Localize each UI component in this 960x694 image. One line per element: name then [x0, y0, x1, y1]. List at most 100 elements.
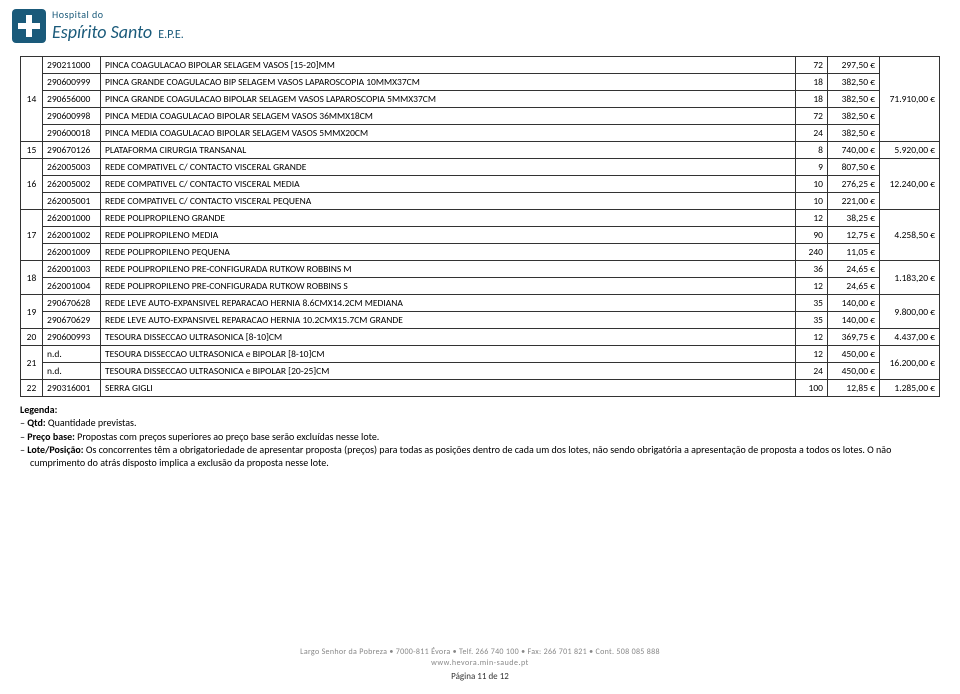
table-row: 262001002REDE POLIPROPILENO MEDIA9012,75… [21, 227, 940, 244]
qty-cell: 8 [796, 142, 828, 159]
legend-list: Qtd: Quantidade previstas.Preço base: Pr… [30, 417, 940, 469]
legend-item-text: Quantidade previstas. [46, 416, 137, 429]
code-cell: n.d. [43, 363, 101, 380]
desc-cell: REDE LEVE AUTO-EXPANSIVEL REPARACAO HERN… [101, 295, 796, 312]
table-row: 262005002REDE COMPATIVEL C/ CONTACTO VIS… [21, 176, 940, 193]
value-cell: 450,00 € [828, 363, 880, 380]
desc-cell: PLATAFORMA CIRURGIA TRANSANAL [101, 142, 796, 159]
group-cell: 14 [21, 57, 43, 142]
value-cell: 12,85 € [828, 380, 880, 397]
table-row: 290656000PINCA GRANDE COAGULACAO BIPOLAR… [21, 91, 940, 108]
table-row: 17262001000REDE POLIPROPILENO GRANDE1238… [21, 210, 940, 227]
code-cell: 290600993 [43, 329, 101, 346]
value-cell: 382,50 € [828, 74, 880, 91]
desc-cell: PINCA GRANDE COAGULACAO BIP SELAGEM VASO… [101, 74, 796, 91]
value-cell: 38,25 € [828, 210, 880, 227]
qty-cell: 18 [796, 91, 828, 108]
code-cell: 290316001 [43, 380, 101, 397]
legend-item: Lote/Posição: Os concorrentes têm a obri… [30, 444, 940, 469]
desc-cell: PINCA COAGULACAO BIPOLAR SELAGEM VASOS [… [101, 57, 796, 74]
code-cell: 290670126 [43, 142, 101, 159]
qty-cell: 24 [796, 125, 828, 142]
data-table: 14290211000PINCA COAGULACAO BIPOLAR SELA… [20, 56, 940, 397]
value-cell: 369,75 € [828, 329, 880, 346]
desc-cell: REDE LEVE AUTO-EXPANSIVEL REPARACAO HERN… [101, 312, 796, 329]
code-cell: 262005001 [43, 193, 101, 210]
qty-cell: 12 [796, 346, 828, 363]
code-cell: 290670629 [43, 312, 101, 329]
value-cell: 382,50 € [828, 108, 880, 125]
legend-item-label: Qtd: [27, 416, 45, 429]
desc-cell: REDE COMPATIVEL C/ CONTACTO VISCERAL MED… [101, 176, 796, 193]
value-cell: 140,00 € [828, 295, 880, 312]
total-cell: 4.258,50 € [880, 210, 940, 261]
total-cell: 1.183,20 € [880, 261, 940, 295]
desc-cell: REDE COMPATIVEL C/ CONTACTO VISCERAL GRA… [101, 159, 796, 176]
value-cell: 276,25 € [828, 176, 880, 193]
table-row: 262005001REDE COMPATIVEL C/ CONTACTO VIS… [21, 193, 940, 210]
table-row: 15290670126PLATAFORMA CIRURGIA TRANSANAL… [21, 142, 940, 159]
desc-cell: REDE POLIPROPILENO MEDIA [101, 227, 796, 244]
qty-cell: 12 [796, 329, 828, 346]
legend-item-text: Propostas com preços superiores ao preço… [75, 430, 379, 443]
table-row: 290600018PINCA MEDIA COAGULACAO BIPOLAR … [21, 125, 940, 142]
code-cell: 262001009 [43, 244, 101, 261]
value-cell: 12,75 € [828, 227, 880, 244]
desc-cell: PINCA GRANDE COAGULACAO BIPOLAR SELAGEM … [101, 91, 796, 108]
qty-cell: 36 [796, 261, 828, 278]
table-row: 262001009REDE POLIPROPILENO PEQUENA24011… [21, 244, 940, 261]
value-cell: 450,00 € [828, 346, 880, 363]
qty-cell: 72 [796, 108, 828, 125]
total-cell: 71.910,00 € [880, 57, 940, 142]
code-cell: 290670628 [43, 295, 101, 312]
logo-epe-text: E.P.E. [158, 28, 183, 42]
value-cell: 740,00 € [828, 142, 880, 159]
code-cell: 262005002 [43, 176, 101, 193]
qty-cell: 35 [796, 295, 828, 312]
legend-title: Legenda: [20, 403, 940, 416]
group-cell: 22 [21, 380, 43, 397]
desc-cell: REDE POLIPROPILENO PRE-CONFIGURADA RUTKO… [101, 278, 796, 295]
total-cell: 5.920,00 € [880, 142, 940, 159]
legend-item-label: Lote/Posição: [27, 443, 83, 456]
legend-item-label: Preço base: [27, 430, 75, 443]
code-cell: n.d. [43, 346, 101, 363]
qty-cell: 12 [796, 278, 828, 295]
code-cell: 290211000 [43, 57, 101, 74]
table-row: 20290600993TESOURA DISSECCAO ULTRASONICA… [21, 329, 940, 346]
table-row: 290600998PINCA MEDIA COAGULACAO BIPOLAR … [21, 108, 940, 125]
group-cell: 19 [21, 295, 43, 329]
desc-cell: REDE POLIPROPILENO GRANDE [101, 210, 796, 227]
page-footer: Largo Senhor da Pobreza • 7000-811 Évora… [0, 647, 960, 684]
group-cell: 21 [21, 346, 43, 380]
qty-cell: 72 [796, 57, 828, 74]
group-cell: 15 [21, 142, 43, 159]
value-cell: 382,50 € [828, 125, 880, 142]
total-cell: 9.800,00 € [880, 295, 940, 329]
qty-cell: 35 [796, 312, 828, 329]
code-cell: 262001003 [43, 261, 101, 278]
logo-top-text: Hospital do [52, 8, 184, 21]
table-row: n.d.TESOURA DISSECCAO ULTRASONICA e BIPO… [21, 363, 940, 380]
table-row: 290600999PINCA GRANDE COAGULACAO BIP SEL… [21, 74, 940, 91]
logo-main-text: Espírito Santo [52, 21, 152, 43]
desc-cell: TESOURA DISSECCAO ULTRASONICA e BIPOLAR … [101, 363, 796, 380]
table-row: 14290211000PINCA COAGULACAO BIPOLAR SELA… [21, 57, 940, 74]
value-cell: 297,50 € [828, 57, 880, 74]
total-cell: 12.240,00 € [880, 159, 940, 210]
value-cell: 24,65 € [828, 261, 880, 278]
desc-cell: PINCA MEDIA COAGULACAO BIPOLAR SELAGEM V… [101, 125, 796, 142]
qty-cell: 24 [796, 363, 828, 380]
code-cell: 262005003 [43, 159, 101, 176]
desc-cell: REDE COMPATIVEL C/ CONTACTO VISCERAL PEQ… [101, 193, 796, 210]
footer-address: Largo Senhor da Pobreza • 7000-811 Évora… [0, 647, 960, 658]
footer-page: Página 11 de 12 [0, 671, 960, 684]
qty-cell: 90 [796, 227, 828, 244]
value-cell: 221,00 € [828, 193, 880, 210]
qty-cell: 240 [796, 244, 828, 261]
group-cell: 18 [21, 261, 43, 295]
code-cell: 262001004 [43, 278, 101, 295]
legend-item: Qtd: Quantidade previstas. [30, 417, 940, 430]
table-row: 19290670628REDE LEVE AUTO-EXPANSIVEL REP… [21, 295, 940, 312]
desc-cell: REDE POLIPROPILENO PEQUENA [101, 244, 796, 261]
